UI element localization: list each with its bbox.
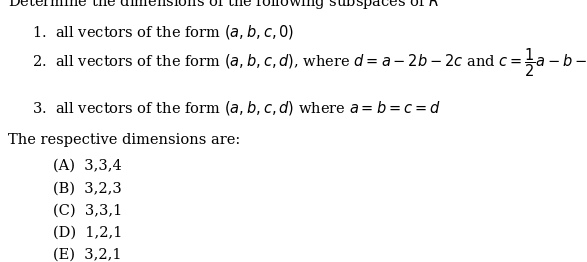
Text: 1.  all vectors of the form $(a, b, c, 0)$: 1. all vectors of the form $(a, b, c, 0)… — [32, 23, 295, 41]
Text: (A)  3,3,4: (A) 3,3,4 — [53, 159, 122, 173]
Text: (D)  1,2,1: (D) 1,2,1 — [53, 226, 122, 240]
Text: 3.  all vectors of the form $(a, b, c, d)$ where $a = b = c = d$: 3. all vectors of the form $(a, b, c, d)… — [32, 99, 441, 117]
Text: Determine the dimensions of the following subspaces of $R^4$: Determine the dimensions of the followin… — [8, 0, 447, 12]
Text: 2.  all vectors of the form $(a, b, c, d)$, where $d = a - 2b - 2c$ and $c = \df: 2. all vectors of the form $(a, b, c, d)… — [32, 46, 587, 79]
Text: The respective dimensions are:: The respective dimensions are: — [8, 133, 240, 147]
Text: (B)  3,2,3: (B) 3,2,3 — [53, 181, 122, 195]
Text: (C)  3,3,1: (C) 3,3,1 — [53, 204, 122, 217]
Text: (E)  3,2,1: (E) 3,2,1 — [53, 248, 122, 262]
